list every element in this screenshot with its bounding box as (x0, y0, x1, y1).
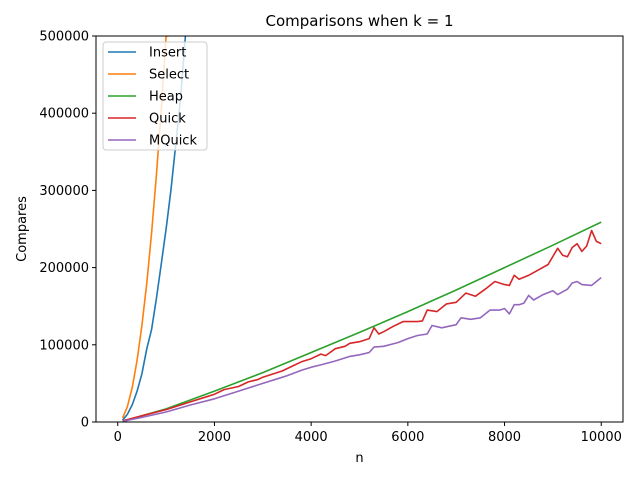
y-tick-label: 300000 (39, 184, 89, 199)
x-tick-label: 10000 (581, 430, 622, 445)
y-tick-label: 200000 (39, 261, 89, 276)
series-layer (121, 36, 602, 422)
y-tick-label: 500000 (39, 30, 89, 45)
series-line-quick (122, 229, 602, 422)
plot-frame (95, 35, 624, 423)
series-line-insert (121, 36, 187, 421)
y-tick-label: 0 (81, 416, 89, 431)
x-tick-label: 8000 (488, 430, 521, 445)
legend-label-insert: Insert (149, 46, 186, 61)
x-tick-label: 4000 (295, 430, 328, 445)
y-axis-label: Compares (15, 196, 30, 262)
legend-label-mquick: MQuick (149, 134, 197, 149)
x-axis-label: n (355, 451, 363, 466)
x-axis: 0 2000 4000 6000 8000 10000 (114, 422, 622, 445)
x-tick-label: 6000 (391, 430, 424, 445)
legend-label-heap: Heap (149, 90, 183, 105)
legend-label-select: Select (149, 68, 189, 83)
series-line-heap (122, 221, 602, 422)
y-tick-label: 100000 (39, 338, 89, 353)
legend-box (102, 41, 208, 151)
chart-title: Comparisons when k = 1 (265, 12, 453, 30)
x-tick-label: 0 (114, 430, 122, 445)
x-tick-label: 2000 (198, 430, 231, 445)
series-line-mquick (122, 276, 602, 422)
y-axis: 0 100000 200000 300000 400000 500000 (39, 30, 96, 431)
legend: Insert Select Heap Quick MQuick (102, 41, 208, 151)
y-tick-label: 400000 (39, 107, 89, 122)
legend-label-quick: Quick (149, 112, 186, 127)
